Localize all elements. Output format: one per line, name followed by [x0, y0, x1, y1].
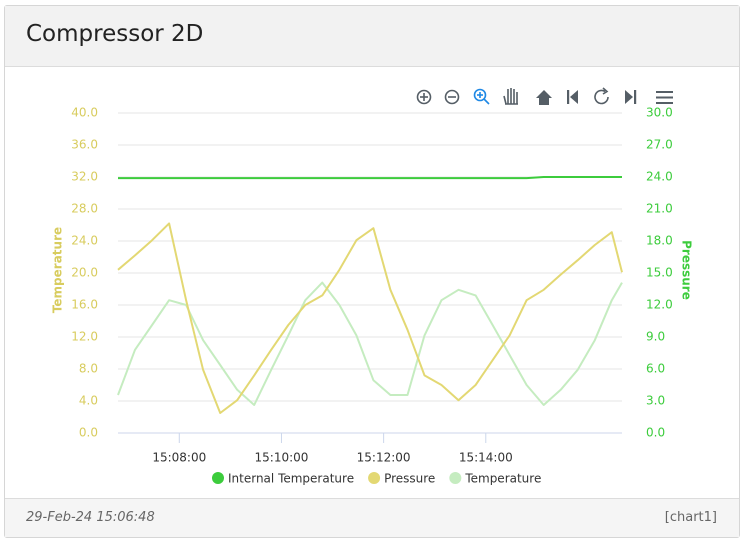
- y2-tick-label: 18.0: [646, 234, 673, 248]
- y-tick-label: 32.0: [71, 170, 98, 184]
- series-line: [117, 281, 623, 406]
- legend-item[interactable]: Internal Temperature: [212, 472, 354, 486]
- legend-label: Temperature: [464, 472, 541, 486]
- y-tick-label: 20.0: [71, 266, 98, 280]
- y2-tick-label: 0.0: [646, 426, 665, 440]
- selection-zoom[interactable]: [473, 88, 490, 105]
- card-header: Compressor 2D: [5, 6, 739, 67]
- card: Compressor 2D 29-Feb-24 15:06:48 [chart1…: [4, 5, 740, 538]
- card-title: Compressor 2D: [26, 21, 204, 47]
- zoom-out[interactable]: [444, 89, 460, 105]
- legend-marker: [368, 472, 381, 484]
- y2-tick-label: 27.0: [646, 138, 673, 152]
- timestamp: 29-Feb-24 15:06:48: [26, 510, 155, 525]
- y-tick-label: 12.0: [71, 330, 98, 344]
- y-tick-label: 28.0: [71, 202, 98, 216]
- y2-tick-label: 15.0: [646, 266, 673, 280]
- x-tick-label: 15:12:00: [357, 451, 411, 465]
- legend-label: Pressure: [384, 472, 435, 486]
- next[interactable]: [625, 90, 637, 104]
- x-tick-label: 15:14:00: [459, 451, 513, 465]
- series-line: [117, 222, 623, 414]
- y2-tick-label: 9.0: [646, 330, 665, 344]
- menu[interactable]: [656, 91, 673, 104]
- y-axis-title: Temperature: [51, 227, 65, 313]
- refresh[interactable]: [594, 87, 609, 105]
- y2-tick-label: 3.0: [646, 394, 665, 408]
- y2-tick-label: 21.0: [646, 202, 673, 216]
- legend-item[interactable]: Pressure: [368, 472, 435, 486]
- prev[interactable]: [567, 90, 578, 104]
- series-line: [118, 176, 622, 180]
- y-tick-label: 36.0: [71, 138, 98, 152]
- y2-tick-label: 12.0: [646, 298, 673, 312]
- x-tick-label: 15:08:00: [152, 451, 206, 465]
- y-tick-label: 24.0: [71, 234, 98, 248]
- x-tick-label: 15:10:00: [255, 451, 309, 465]
- chart-id: [chart1]: [664, 510, 717, 525]
- y-tick-label: 40.0: [71, 106, 98, 120]
- y-tick-label: 0.0: [79, 426, 98, 440]
- reset-zoom[interactable]: [536, 90, 552, 105]
- pan[interactable]: [503, 88, 518, 105]
- y2-tick-label: 30.0: [646, 106, 673, 120]
- zoom-in[interactable]: [416, 89, 432, 105]
- y2-tick-label: 6.0: [646, 362, 665, 376]
- y-tick-label: 4.0: [79, 394, 98, 408]
- y2-axis-title: Pressure: [680, 240, 694, 300]
- y-tick-label: 16.0: [71, 298, 98, 312]
- legend-marker: [449, 472, 462, 484]
- legend-label: Internal Temperature: [228, 472, 354, 486]
- legend-marker: [212, 472, 224, 484]
- y-tick-label: 8.0: [79, 362, 98, 376]
- toolbar: [416, 87, 673, 105]
- legend-item[interactable]: Temperature: [449, 472, 541, 486]
- card-footer: 29-Feb-24 15:06:48 [chart1]: [5, 498, 739, 537]
- y2-tick-label: 24.0: [646, 170, 673, 184]
